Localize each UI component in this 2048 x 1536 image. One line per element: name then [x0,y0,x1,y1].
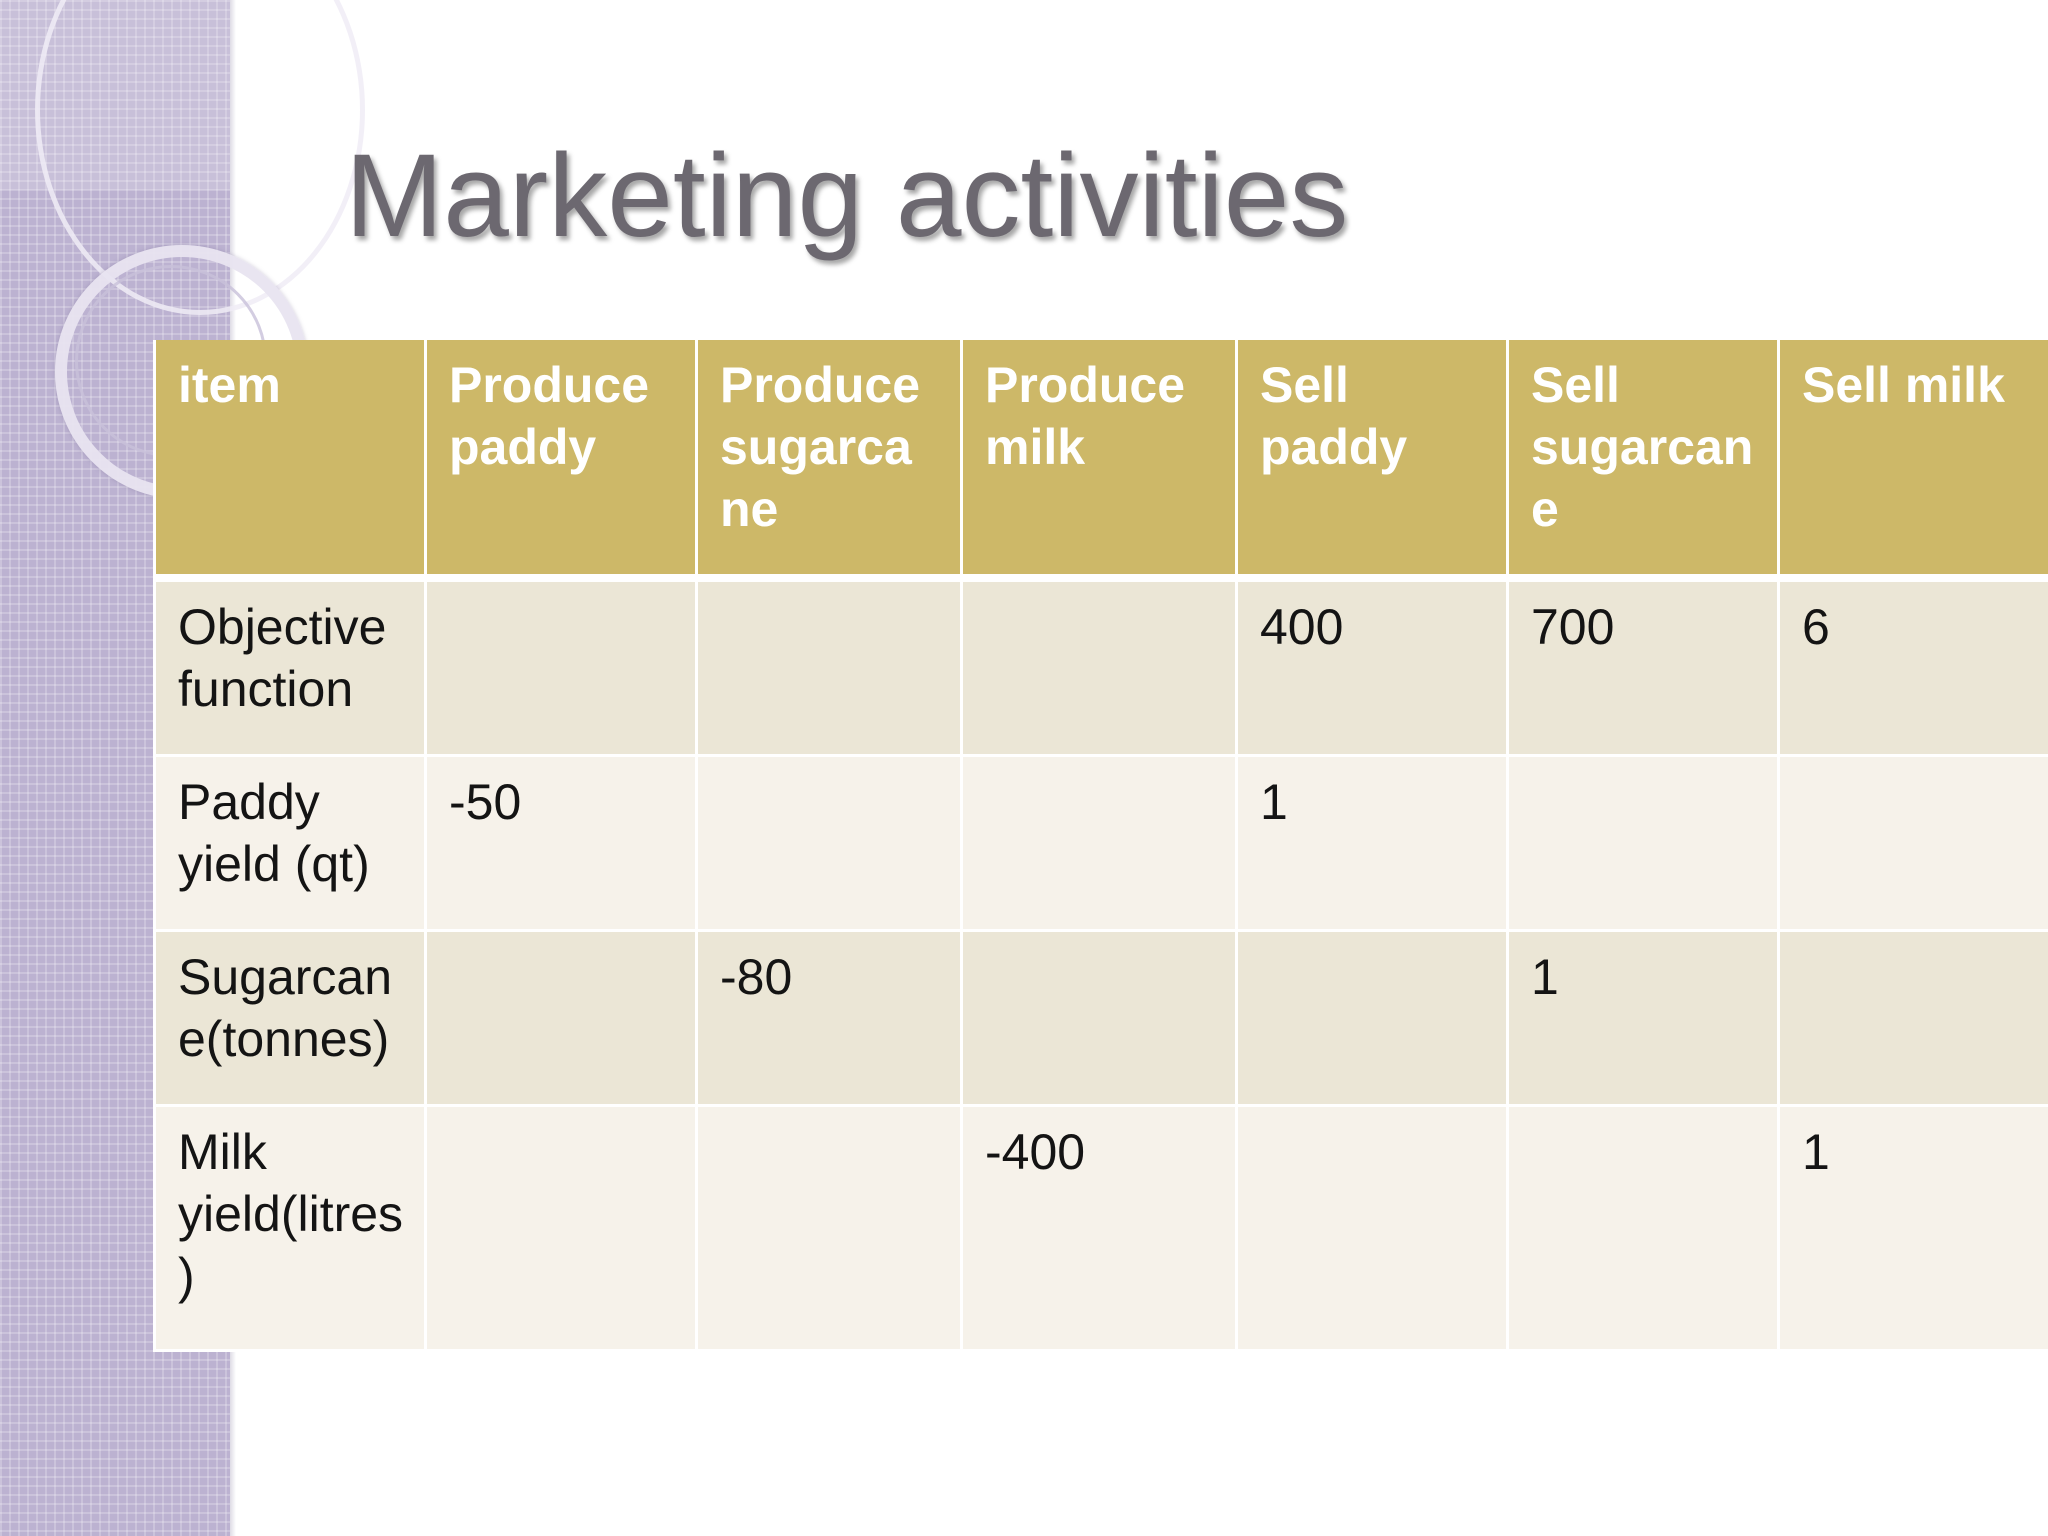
table-row-sugarcane: Sugarcane(tonnes) -80 1 [153,929,2048,1107]
table-cell: 1 [1777,1104,2048,1352]
table-cell [695,576,963,757]
table-cell [960,929,1238,1107]
slide-title: Marketing activities [345,130,1349,262]
table-cell [1235,929,1509,1107]
marketing-activities-table: item Produce paddy Produce sugarcane Pro… [153,340,2048,1352]
table-cell [960,576,1238,757]
row-label: Paddy yield (qt) [153,754,427,932]
table-cell [695,754,963,932]
data-table: item Produce paddy Produce sugarcane Pro… [153,340,2048,1352]
table-cell [424,1104,698,1352]
row-label: Sugarcane(tonnes) [153,929,427,1107]
row-label: Objective function [153,576,427,757]
table-cell [960,754,1238,932]
table-row-milk-yield: Milk yield(litres) -400 1 [153,1104,2048,1352]
table-cell: 6 [1777,576,2048,757]
header-sell-sugarcane: Sell sugarcane [1506,340,1780,582]
table-cell [1235,1104,1509,1352]
table-cell [1506,754,1780,932]
table-row-paddy-yield: Paddy yield (qt) -50 1 [153,754,2048,932]
table-cell: 400 [1235,576,1509,757]
table-cell: -400 [960,1104,1238,1352]
header-item: item [153,340,427,582]
header-sell-paddy: Sell paddy [1235,340,1509,582]
table-cell [1506,1104,1780,1352]
header-sell-milk: Sell milk [1777,340,2048,582]
table-cell [1777,754,2048,932]
header-produce-sugarcane: Produce sugarcane [695,340,963,582]
table-cell [424,929,698,1107]
table-cell [424,576,698,757]
row-label: Milk yield(litres) [153,1104,427,1352]
table-cell: -80 [695,929,963,1107]
table-cell: 700 [1506,576,1780,757]
table-row-objective-function: Objective function 400 700 6 [153,576,2048,757]
table-cell [695,1104,963,1352]
table-cell: -50 [424,754,698,932]
header-produce-paddy: Produce paddy [424,340,698,582]
header-produce-milk: Produce milk [960,340,1238,582]
table-header-row: item Produce paddy Produce sugarcane Pro… [153,340,2048,582]
table-cell: 1 [1506,929,1780,1107]
table-cell: 1 [1235,754,1509,932]
table-cell [1777,929,2048,1107]
